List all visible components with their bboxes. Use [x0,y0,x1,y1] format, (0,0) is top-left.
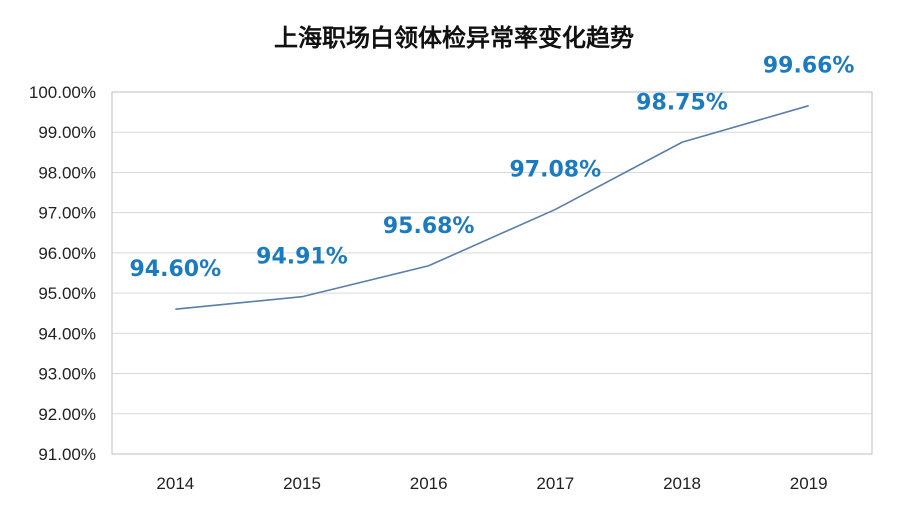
y-tick-label: 93.00% [38,365,96,384]
y-tick-label: 100.00% [29,83,96,102]
data-label: 95.68% [383,214,475,239]
plot-area-border [111,91,873,455]
x-tick-labels: 2014 2015 2016 2017 2018 2019 [156,474,827,493]
y-tick-label: 99.00% [38,123,96,142]
chart-title: 上海职场白领体检异常率变化趋势 [274,24,634,52]
gridlines [112,91,872,455]
x-tick-label: 2019 [790,474,828,493]
x-tick-label: 2017 [536,474,574,493]
y-tick-label: 97.00% [38,204,96,223]
x-tick-label: 2015 [283,474,321,493]
data-label: 98.75% [636,90,728,115]
y-tick-label: 98.00% [38,163,96,182]
y-tick-labels: 100.00% 99.00% 98.00% 97.00% 96.00% 95.00% 94.… [29,83,96,464]
y-tick-label: 91.00% [38,445,96,464]
data-label: 94.60% [130,257,222,282]
axes [111,91,873,455]
data-label: 94.91% [256,245,348,270]
x-tick-label: 2016 [410,474,448,493]
y-tick-label: 96.00% [38,244,96,263]
x-tick-label: 2018 [663,474,701,493]
data-label: 97.08% [510,157,602,182]
data-label: 99.66% [763,54,855,79]
data-labels: 94.60% 94.91% 95.68% 97.08% 98.75% 99.66% [130,54,855,283]
y-tick-label: 94.00% [38,324,96,343]
series-line [175,104,809,310]
series-layer [175,104,809,310]
y-tick-label: 92.00% [38,405,96,424]
y-tick-label: 95.00% [38,284,96,303]
x-tick-label: 2014 [156,474,194,493]
